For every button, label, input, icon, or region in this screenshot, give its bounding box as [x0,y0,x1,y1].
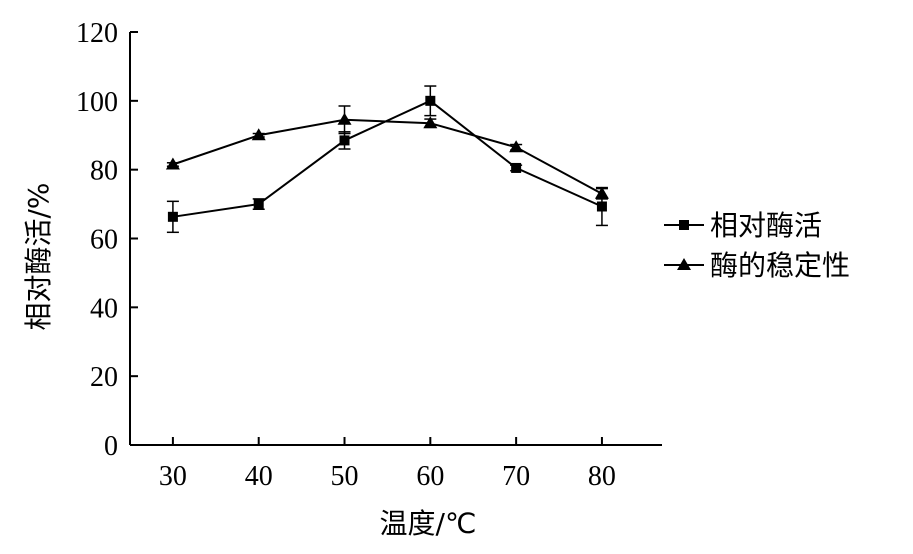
data-point-marker [596,201,607,212]
x-tick-label: 40 [245,461,273,492]
data-point-marker [509,140,524,153]
data-point-marker [511,162,522,173]
y-tick-label: 100 [76,87,118,118]
y-axis-title: 相对酶活/% [22,182,55,330]
legend-marker [677,258,691,270]
data-point-marker [425,95,436,106]
y-tick-label: 40 [90,293,118,324]
x-tick-label: 50 [331,461,359,492]
series-2 [165,105,609,200]
data-point-marker [423,116,438,129]
data-point-marker [251,128,266,141]
y-tick-label: 0 [104,431,118,462]
legend-marker [679,220,689,230]
legend-item: 酶的稳定性 [664,249,850,282]
y-tick-label: 80 [90,156,118,187]
y-tick-label: 120 [76,18,118,49]
y-tick-label: 60 [90,225,118,256]
x-tick-label: 30 [159,461,187,492]
data-point-marker [339,135,350,146]
data-point-marker [594,186,609,199]
legend-label: 酶的稳定性 [710,249,850,282]
data-point-marker [253,199,264,210]
x-axis-title: 温度/℃ [380,507,477,540]
series-1 [166,85,608,234]
legend-label: 相对酶活 [710,209,822,242]
data-point-marker [167,211,178,222]
series-line [172,118,603,195]
y-tick-label: 20 [90,362,118,393]
series-layer [165,85,609,234]
axes: 0 20 40 60 80 100 120 30 40 50 60 70 80 [76,18,662,492]
x-tick-label: 60 [416,461,444,492]
legend-item: 相对酶活 [664,209,822,242]
x-tick-label: 70 [502,461,530,492]
data-point-marker [165,157,180,170]
x-tick-label: 80 [588,461,616,492]
data-point-marker [337,112,352,125]
